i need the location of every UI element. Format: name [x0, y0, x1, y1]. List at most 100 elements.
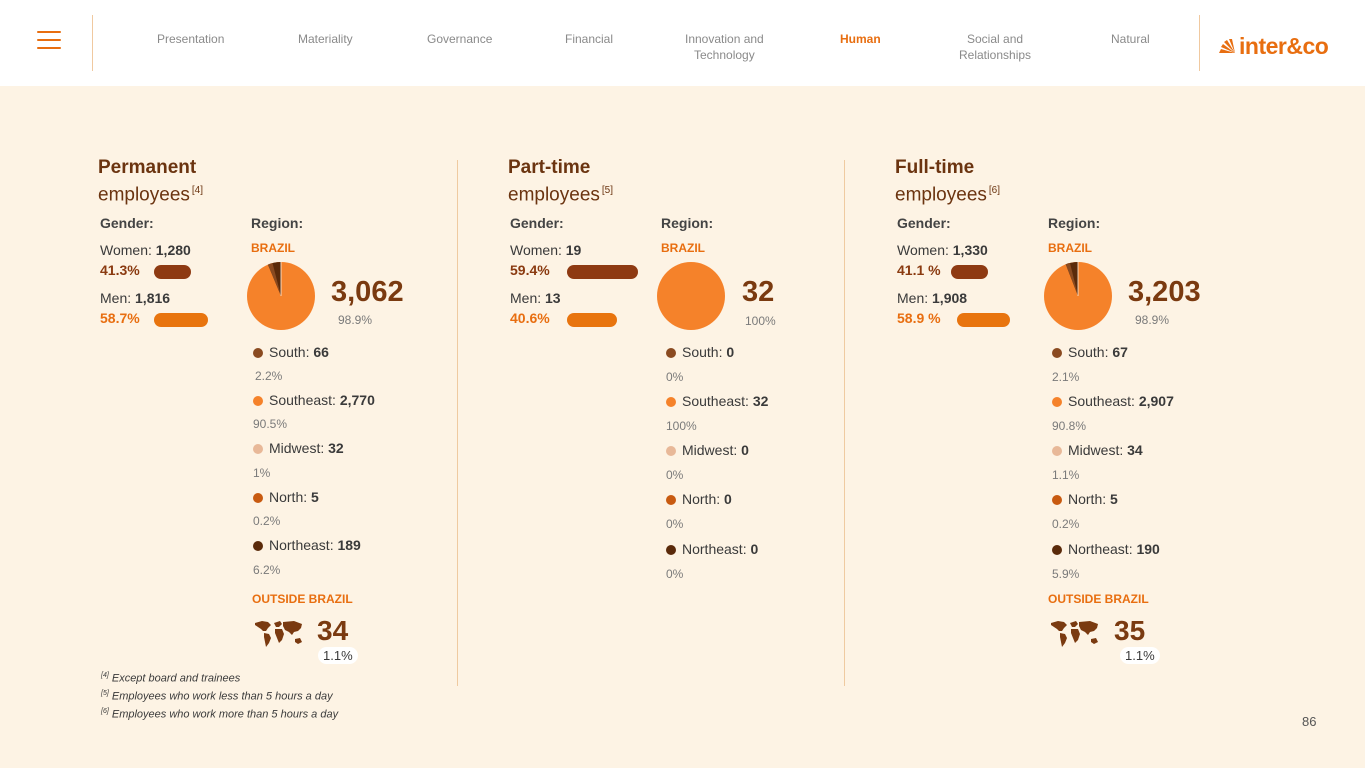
footnote-mark: [4]: [101, 672, 109, 679]
region-northeast-percent: 6.2%: [253, 563, 281, 577]
men-count: Men: 1,908: [897, 290, 967, 306]
nav-social-relationships[interactable]: Social and Relationships: [959, 31, 1031, 63]
footnote-5: [5] Employees who work less than 5 hours…: [101, 690, 333, 703]
region-value: 2,907: [1138, 393, 1174, 409]
nav-financial[interactable]: Financial: [565, 32, 614, 46]
world-map-icon: [255, 621, 302, 647]
southeast-dot-icon: [666, 397, 676, 407]
women-label: Women:: [897, 242, 953, 258]
women-label: Women:: [100, 242, 156, 258]
region-name: Midwest:: [682, 442, 742, 458]
region-northeast-percent: 0%: [666, 567, 684, 581]
region-name: North:: [682, 491, 725, 507]
region-north: North: 5: [253, 489, 319, 505]
permanent-subtitle-text: employees: [98, 184, 190, 206]
nav-presentation[interactable]: Presentation: [157, 32, 225, 46]
region-midwest: Midwest: 34: [1052, 442, 1143, 458]
region-label: Region:: [251, 215, 304, 231]
region-value: 66: [313, 344, 329, 360]
north-dot-icon: [666, 495, 676, 505]
region-midwest-percent: 1%: [253, 466, 271, 480]
women-value: 1,280: [155, 242, 191, 258]
men-label: Men:: [897, 290, 933, 306]
region-name: North:: [269, 489, 312, 505]
region-southeast: Southeast: 32: [666, 393, 768, 409]
hamburger-menu-icon[interactable]: [37, 31, 61, 51]
parttime-note: [5]: [601, 185, 614, 196]
region-northeast-percent: 5.9%: [1052, 567, 1080, 581]
women-label: Women:: [510, 242, 566, 258]
region-midwest-percent: 0%: [666, 468, 684, 482]
men-bar: [567, 313, 617, 327]
region-northeast: Northeast: 189: [253, 537, 361, 553]
parttime-subtitle: employees [5]: [508, 180, 613, 206]
region-north-percent: 0%: [666, 517, 684, 531]
footnote-text: Employees who work less than 5 hours a d…: [108, 690, 333, 703]
region-value: 0: [741, 442, 749, 458]
pie-slice-south: [1065, 263, 1078, 296]
men-percent: 58.9 %: [897, 310, 941, 326]
region-north-percent: 0.2%: [1052, 517, 1080, 531]
north-dot-icon: [1052, 495, 1062, 505]
men-value: 1,816: [135, 290, 171, 306]
region-value: 34: [1127, 442, 1143, 458]
nav-innovation-line1: Innovation and: [685, 32, 764, 46]
pie-slice-south: [267, 263, 281, 296]
midwest-dot-icon: [253, 444, 263, 454]
region-north-percent: 0.2%: [253, 514, 281, 528]
midwest-dot-icon: [1052, 446, 1062, 456]
nav-human[interactable]: Human: [840, 32, 881, 46]
region-pie-chart: [657, 262, 725, 330]
region-southeast: Southeast: 2,907: [1052, 393, 1174, 409]
women-count: Women: 1,280: [100, 242, 191, 258]
nav-innovation-line2: Technology: [694, 48, 755, 62]
permanent-total-percent: 98.9%: [338, 313, 373, 327]
nav-divider-right: [1199, 15, 1200, 71]
region-name: Midwest:: [1068, 442, 1128, 458]
footnote-mark: [6]: [101, 708, 109, 715]
region-southeast-percent: 90.8%: [1052, 419, 1087, 433]
fulltime-note: [6]: [988, 185, 1001, 196]
nav-materiality[interactable]: Materiality: [298, 32, 353, 46]
northeast-dot-icon: [666, 545, 676, 555]
region-name: Midwest:: [269, 440, 329, 456]
women-bar: [154, 265, 191, 279]
region-name: Southeast:: [682, 393, 753, 409]
nav-divider: [92, 15, 93, 71]
region-value: 0: [724, 491, 732, 507]
northeast-dot-icon: [253, 541, 263, 551]
region-northeast: Northeast: 0: [666, 541, 758, 557]
region-south-percent: 2.2%: [255, 369, 283, 383]
logo-sun-icon: [1219, 39, 1235, 53]
fulltime-subtitle-text: employees: [895, 184, 987, 206]
north-dot-icon: [253, 493, 263, 503]
women-percent: 41.3%: [100, 262, 140, 278]
nav-natural[interactable]: Natural: [1111, 32, 1150, 46]
pie-slice-southeast: [657, 262, 725, 330]
inter-co-logo[interactable]: inter&co: [1218, 32, 1342, 60]
men-bar: [957, 313, 1010, 327]
region-name: Northeast:: [682, 541, 751, 557]
outside-brazil-value: 35: [1114, 615, 1146, 646]
fulltime-total: 3,203: [1128, 276, 1201, 308]
brazil-label: BRAZIL: [1048, 241, 1092, 255]
footnote-text: Except board and trainees: [108, 672, 241, 685]
nav-governance[interactable]: Governance: [427, 32, 493, 46]
men-percent: 40.6%: [510, 310, 550, 326]
south-dot-icon: [1052, 348, 1062, 358]
region-south: South: 66: [253, 344, 329, 360]
outside-brazil-label: OUTSIDE BRAZIL: [1048, 592, 1149, 606]
men-value: 1,908: [932, 290, 968, 306]
outside-brazil-percent: 1.1%: [1120, 647, 1160, 664]
southeast-dot-icon: [1052, 397, 1062, 407]
region-value: 5: [311, 489, 319, 505]
region-south: South: 0: [666, 344, 734, 360]
permanent-title: Permanent: [98, 157, 197, 178]
parttime-title: Part-time: [508, 157, 591, 178]
men-label: Men:: [100, 290, 136, 306]
region-name: South:: [682, 344, 727, 360]
region-pie-chart: [1044, 262, 1112, 330]
nav-innovation-technology[interactable]: Innovation and Technology: [685, 31, 764, 63]
gender-label: Gender:: [100, 215, 154, 231]
south-dot-icon: [253, 348, 263, 358]
